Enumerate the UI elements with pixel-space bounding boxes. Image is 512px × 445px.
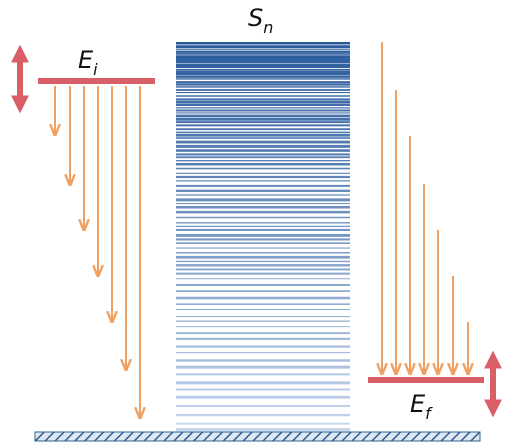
label-base: E <box>410 390 426 418</box>
state-band <box>176 41 350 432</box>
label-sn: Sn <box>248 4 273 37</box>
label-sub: f <box>425 404 433 423</box>
final-level <box>368 377 484 383</box>
label-sub: n <box>263 18 273 37</box>
label-base: S <box>248 4 263 32</box>
initial-level <box>38 78 155 84</box>
label-ei: Ei <box>78 46 98 79</box>
ground <box>34 431 481 442</box>
transition-arrows <box>55 42 468 418</box>
label-base: E <box>78 46 94 74</box>
label-ef: Ef <box>410 390 433 423</box>
label-sub: i <box>93 60 98 79</box>
